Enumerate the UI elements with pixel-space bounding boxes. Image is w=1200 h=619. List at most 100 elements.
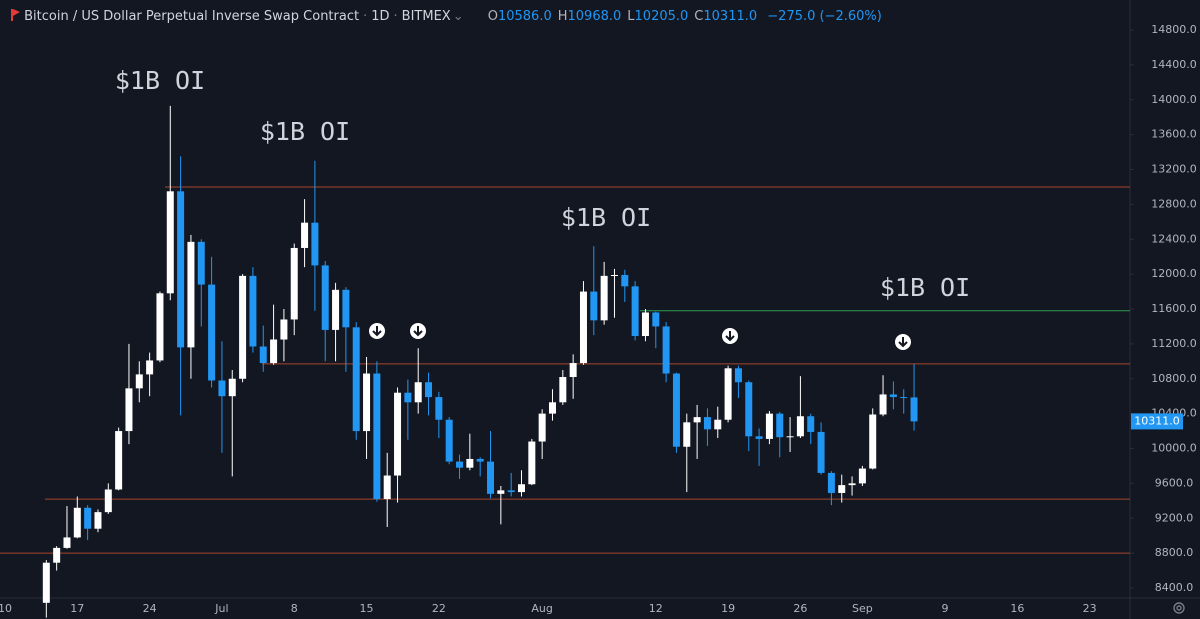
ohlc-value: 10205.0 xyxy=(634,9,689,24)
logo xyxy=(11,9,20,21)
candle-body xyxy=(724,368,732,420)
annotation: $1B OI xyxy=(561,203,651,232)
x-tick-label: 8 xyxy=(291,602,298,615)
candle-body xyxy=(270,339,278,364)
candle-body xyxy=(765,413,773,439)
candle-body xyxy=(94,512,102,529)
ohlc-value: 10968.0 xyxy=(567,9,622,24)
annotation: $1B OI xyxy=(115,66,205,95)
candle-body xyxy=(301,222,309,248)
candle-body xyxy=(321,265,329,330)
candle-body xyxy=(869,414,877,469)
x-tick-label: 12 xyxy=(649,602,663,615)
candle-body xyxy=(166,191,174,294)
ohlc-value: 10586.0 xyxy=(497,9,552,24)
x-tick-label: 17 xyxy=(70,602,84,615)
candle-body xyxy=(827,472,835,493)
candle-body xyxy=(342,289,350,328)
candle-body xyxy=(466,458,474,468)
x-tick-label: 26 xyxy=(793,602,807,615)
arrow-markers xyxy=(369,323,911,350)
x-tick-label: 23 xyxy=(1083,602,1097,615)
header: Bitcoin / US Dollar Perpetual Inverse Sw… xyxy=(10,9,882,24)
candle-body xyxy=(755,436,763,439)
candle-body xyxy=(135,374,143,389)
candle-body xyxy=(311,222,319,266)
candle-body xyxy=(476,458,484,462)
candle-body xyxy=(239,275,247,379)
candle-body xyxy=(652,312,660,327)
x-tick-label: 19 xyxy=(721,602,735,615)
candle-body xyxy=(528,441,536,485)
y-tick-label: 12800.0 xyxy=(1151,197,1197,210)
change: −275.0 (−2.60%) xyxy=(767,9,882,24)
candle-body xyxy=(641,312,649,337)
last-price-label: 10311.0 xyxy=(1134,414,1180,427)
candle-body xyxy=(683,422,691,447)
y-tick-label: 12400.0 xyxy=(1151,232,1197,245)
candle-body xyxy=(600,275,608,321)
candle-body xyxy=(373,373,381,500)
candle-body xyxy=(497,490,505,494)
candle-body xyxy=(414,382,422,403)
candle-body xyxy=(177,191,185,348)
ohlc-label: O xyxy=(487,9,498,24)
candle-body xyxy=(518,484,525,493)
y-tick-label: 9600.0 xyxy=(1155,476,1194,489)
settings-icon[interactable] xyxy=(1173,602,1185,614)
candle-body xyxy=(445,419,453,462)
symbol: Bitcoin / US Dollar Perpetual Inverse Sw… xyxy=(24,9,360,24)
candle-body xyxy=(352,327,360,432)
x-tick-label: Sep xyxy=(852,602,873,615)
y-tick-label: 14000.0 xyxy=(1151,93,1197,106)
interval: 1D xyxy=(371,9,390,24)
y-tick-label: 14400.0 xyxy=(1151,58,1197,71)
last-price-box xyxy=(1131,413,1183,430)
candle-body xyxy=(714,419,722,430)
y-tick-label: 12000.0 xyxy=(1151,267,1197,280)
candle-body xyxy=(394,392,402,476)
candle-body xyxy=(507,490,515,493)
candle-body xyxy=(487,461,495,494)
candle-body xyxy=(662,326,670,374)
ohlc-label: H xyxy=(557,9,568,24)
candle-body xyxy=(672,373,680,447)
candle-body xyxy=(42,562,50,603)
candle-body xyxy=(435,397,443,420)
y-tick-label: 8800.0 xyxy=(1155,546,1194,559)
ohlc-value: 10311.0 xyxy=(703,9,758,24)
candle-body xyxy=(208,284,216,381)
candle-body xyxy=(610,274,618,276)
y-tick-label: 8400.0 xyxy=(1155,581,1194,594)
candle-body xyxy=(579,291,587,364)
candle-body xyxy=(621,274,629,287)
candle-body xyxy=(125,388,133,432)
candle-body xyxy=(63,537,71,548)
candle-body xyxy=(745,382,753,437)
candle-body xyxy=(548,402,556,414)
candle-body xyxy=(776,413,784,438)
y-tick-label: 11200.0 xyxy=(1151,337,1197,350)
ohlc-label: C xyxy=(694,9,704,24)
x-tick-label: 22 xyxy=(432,602,446,615)
candle-body xyxy=(197,241,205,285)
candle-body xyxy=(228,378,236,397)
x-tick-label: 10 xyxy=(0,602,12,615)
x-tick-label: 24 xyxy=(143,602,157,615)
candle-body xyxy=(280,319,288,340)
exchange: BITMEX xyxy=(401,9,451,24)
candle-body xyxy=(290,247,298,320)
candle-body xyxy=(383,475,391,500)
candle-body xyxy=(538,413,546,442)
y-tick-label: 13600.0 xyxy=(1151,128,1197,141)
x-tick-label: 9 xyxy=(942,602,949,615)
ohlc: O10586.0 H10968.0 L10205.0 C10311.0 xyxy=(482,9,757,24)
candle-body xyxy=(703,417,711,430)
y-tick-label: 10800.0 xyxy=(1151,372,1197,385)
candle-body xyxy=(84,507,92,529)
candle-body xyxy=(156,293,164,361)
candle-body xyxy=(786,436,794,438)
